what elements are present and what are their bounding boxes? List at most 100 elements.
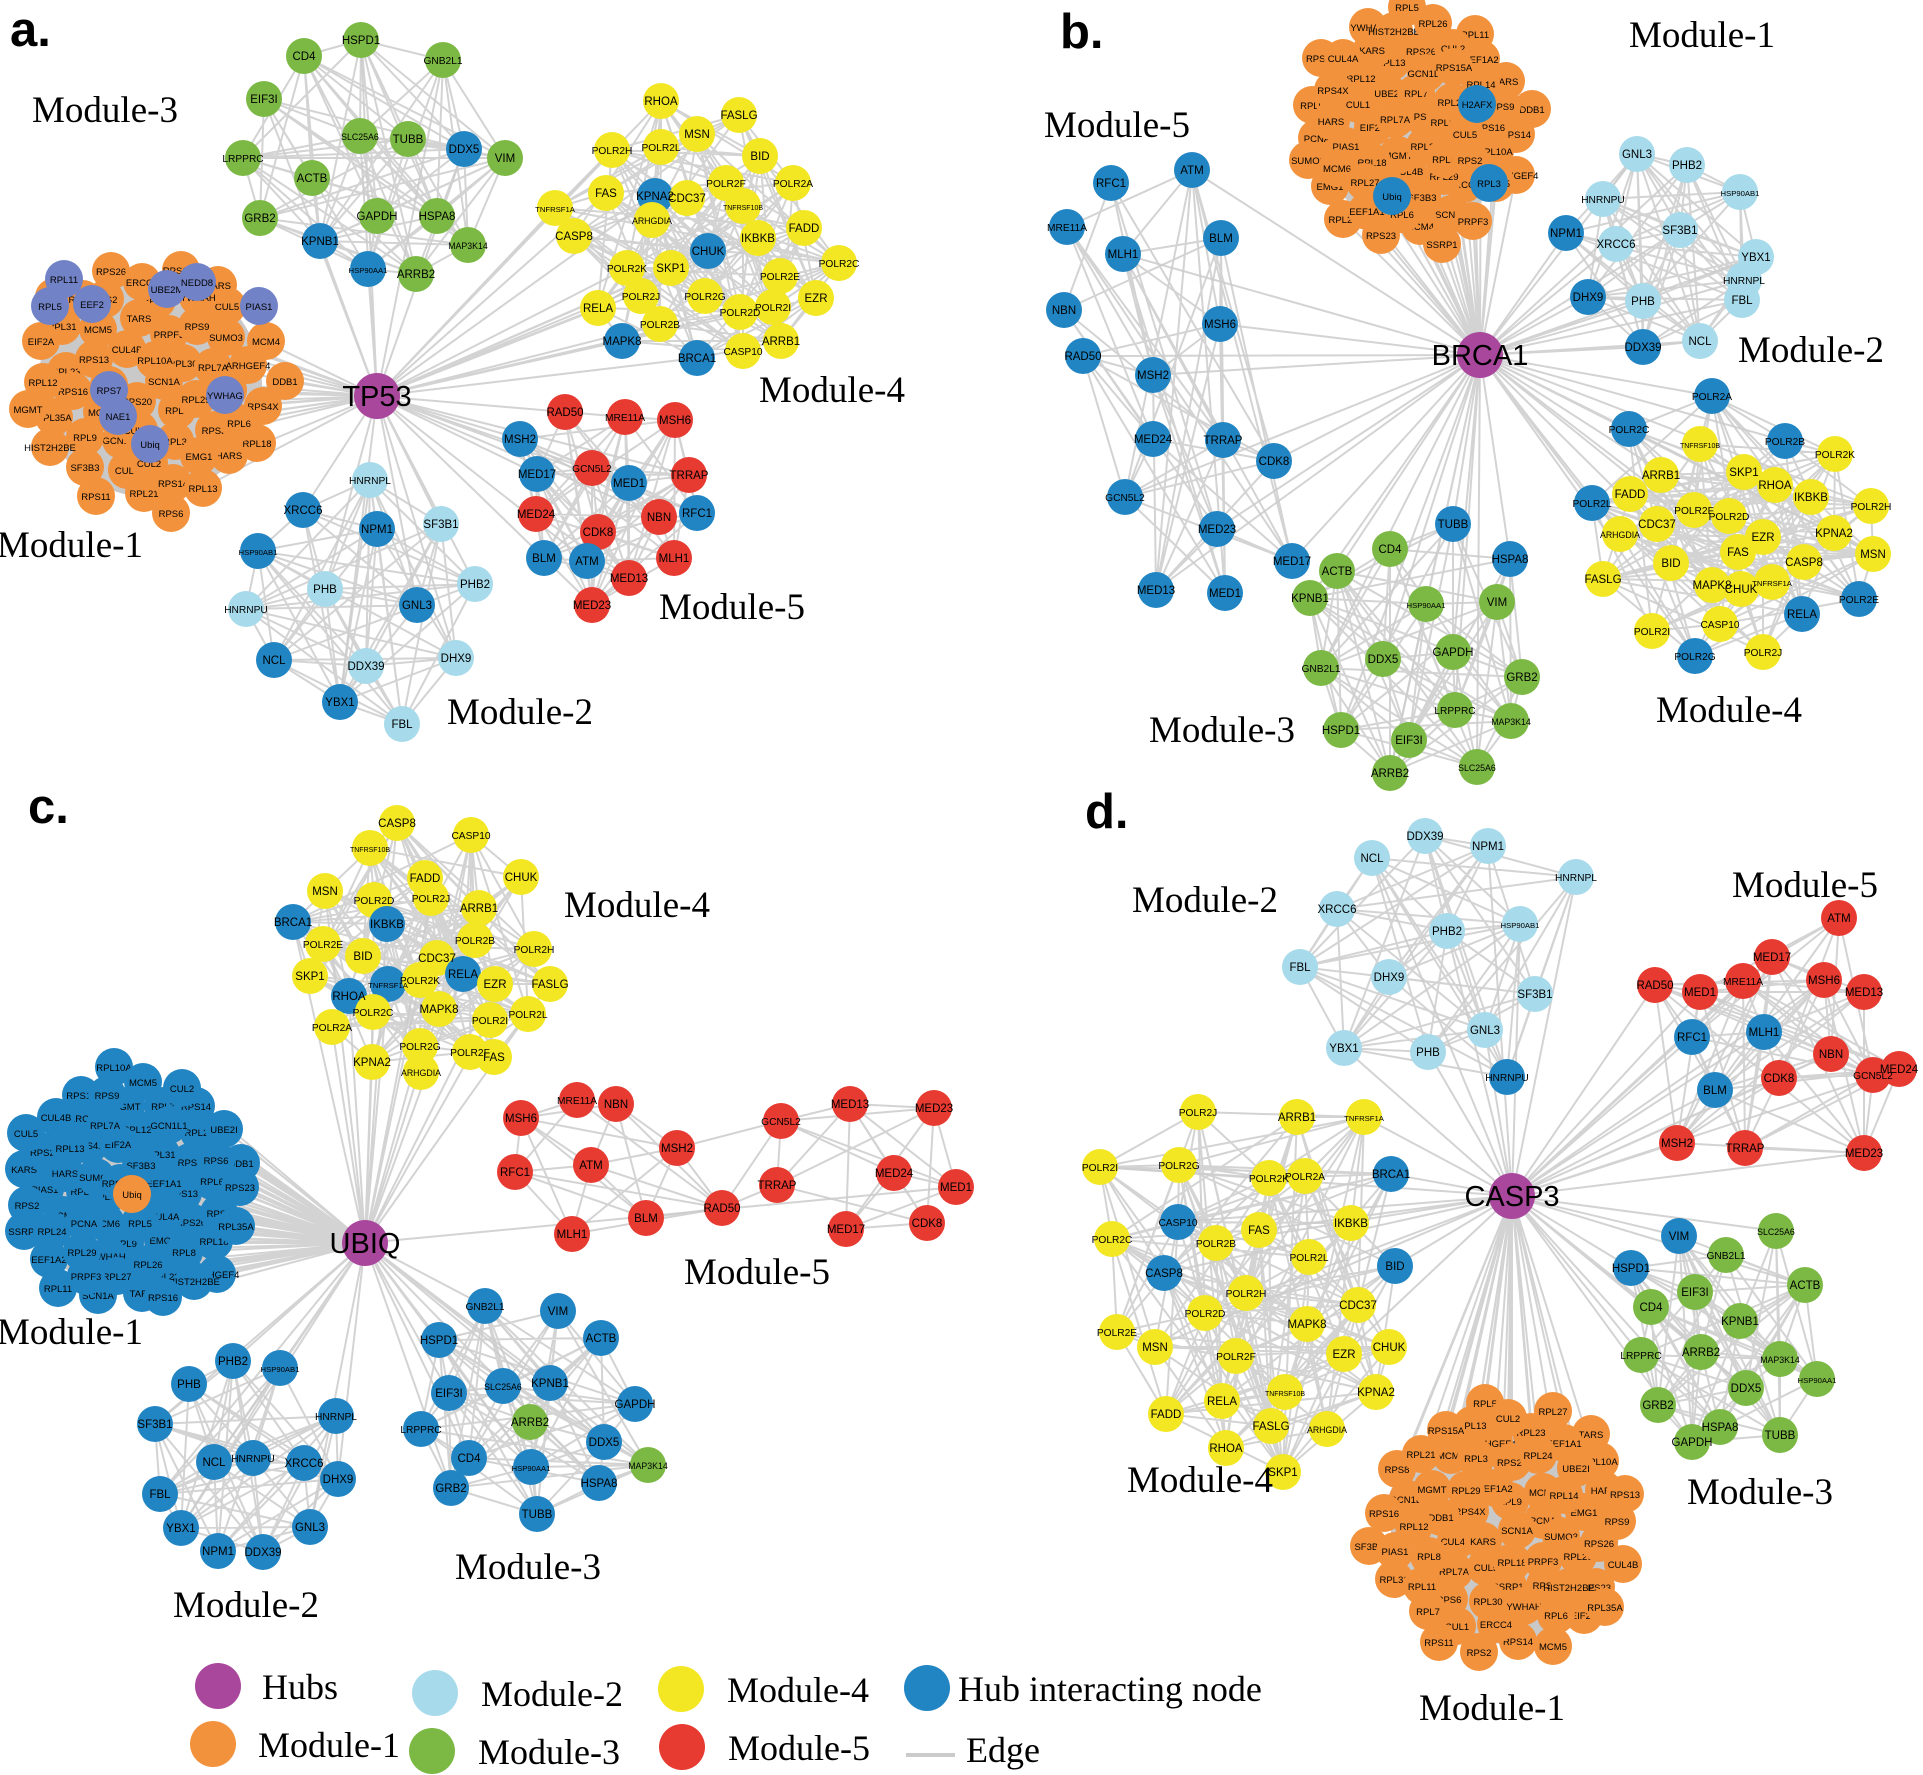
svg-text:RPS4X: RPS4X: [73, 1141, 105, 1152]
svg-text:EEF1A2: EEF1A2: [1477, 1484, 1512, 1495]
svg-text:DDX5: DDX5: [589, 1437, 620, 1449]
svg-text:RPL8: RPL8: [1417, 1552, 1441, 1563]
svg-text:MRE11A: MRE11A: [605, 413, 645, 424]
svg-text:Module-4: Module-4: [727, 1670, 869, 1710]
svg-text:HIST2H2BE: HIST2H2BE: [1543, 1583, 1595, 1594]
svg-text:RPL9: RPL9: [113, 1239, 137, 1250]
svg-text:CDC37: CDC37: [668, 193, 706, 205]
svg-text:SF3B1: SF3B1: [137, 1419, 172, 1431]
svg-text:RPS14: RPS14: [1501, 130, 1531, 141]
svg-text:MED24: MED24: [1880, 1064, 1919, 1076]
svg-text:KPNA2: KPNA2: [1357, 1387, 1395, 1399]
svg-text:PRPF3: PRPF3: [1528, 1557, 1559, 1568]
svg-text:DDX39: DDX39: [1624, 342, 1661, 354]
svg-text:RPS13: RPS13: [79, 355, 109, 366]
svg-text:RPL12: RPL12: [1346, 74, 1375, 85]
svg-text:EIF2A: EIF2A: [1571, 1611, 1598, 1622]
svg-text:RPS26: RPS26: [176, 1218, 206, 1229]
svg-text:MCM5: MCM5: [84, 325, 112, 336]
svg-text:XRCC6: XRCC6: [284, 505, 323, 517]
svg-text:ARRB1: ARRB1: [762, 336, 800, 348]
svg-text:RPS16: RPS16: [1369, 1509, 1399, 1520]
svg-text:NCL: NCL: [1688, 336, 1712, 348]
svg-text:POLR2I: POLR2I: [472, 1016, 508, 1027]
svg-text:RFC1: RFC1: [682, 508, 712, 520]
svg-text:POLR2C: POLR2C: [819, 259, 860, 270]
svg-text:NPM1: NPM1: [1472, 841, 1504, 853]
svg-text:CHUK: CHUK: [1725, 584, 1758, 596]
svg-text:BLM: BLM: [1703, 1085, 1727, 1097]
svg-text:POLR2E: POLR2E: [760, 272, 800, 283]
svg-text:MED17: MED17: [827, 1224, 865, 1236]
svg-text:MED24: MED24: [517, 509, 556, 521]
svg-text:KARS: KARS: [1359, 46, 1385, 57]
svg-text:SUMO3: SUMO3: [79, 1173, 113, 1184]
svg-text:HNRNPU: HNRNPU: [1581, 195, 1625, 206]
svg-text:BID: BID: [1661, 558, 1680, 570]
svg-text:MSH2: MSH2: [1137, 370, 1169, 382]
svg-text:PIAS1: PIAS1: [246, 302, 273, 313]
svg-text:RPL12: RPL12: [1399, 1522, 1428, 1533]
svg-text:CUL2: CUL2: [137, 459, 161, 470]
svg-text:PHB: PHB: [177, 1379, 201, 1391]
svg-text:Module-1: Module-1: [1629, 15, 1775, 56]
svg-text:TUBB: TUBB: [1765, 1430, 1796, 1442]
svg-text:CUL1: CUL1: [1346, 100, 1370, 111]
svg-text:CUL5: CUL5: [1474, 1563, 1498, 1574]
svg-text:MSN: MSN: [684, 129, 710, 141]
svg-text:RPL5: RPL5: [1395, 3, 1419, 14]
svg-text:RPS9: RPS9: [1605, 1517, 1630, 1528]
svg-text:RPL31: RPL31: [1379, 1575, 1408, 1586]
svg-text:ERCC4: ERCC4: [69, 1114, 101, 1125]
svg-text:HARS: HARS: [52, 1169, 78, 1180]
svg-text:MED24: MED24: [1134, 434, 1173, 446]
svg-text:NCL: NCL: [262, 655, 286, 667]
svg-text:HARS: HARS: [1318, 117, 1344, 128]
svg-text:MAPK8: MAPK8: [603, 336, 642, 348]
svg-text:RELA: RELA: [1207, 1396, 1237, 1408]
svg-text:MSN: MSN: [1142, 1342, 1168, 1354]
svg-text:TRRAP: TRRAP: [1726, 1143, 1765, 1155]
svg-text:RPS20: RPS20: [30, 1148, 60, 1159]
svg-text:GNL3: GNL3: [402, 600, 432, 612]
svg-text:ARHGDIA: ARHGDIA: [401, 1068, 441, 1078]
svg-text:HSP90AB1: HSP90AB1: [239, 548, 278, 557]
svg-text:MED23: MED23: [1198, 524, 1236, 536]
svg-text:POLR2D: POLR2D: [1185, 1309, 1226, 1320]
svg-text:KARS: KARS: [1470, 1537, 1496, 1548]
svg-text:RPL21: RPL21: [1430, 118, 1459, 129]
svg-text:DDX39: DDX39: [244, 1547, 281, 1559]
svg-text:Module-5: Module-5: [659, 587, 805, 628]
svg-text:EEF1A1: EEF1A1: [1349, 207, 1384, 218]
svg-text:RPL7A: RPL7A: [1439, 1567, 1470, 1578]
svg-text:MCM6: MCM6: [92, 1219, 120, 1230]
svg-text:MCM5: MCM5: [1539, 1642, 1567, 1653]
svg-text:POLR2K: POLR2K: [1815, 450, 1855, 461]
svg-text:RFC1: RFC1: [1677, 1032, 1707, 1044]
svg-text:PRPF3: PRPF3: [154, 330, 185, 341]
svg-text:GAPDH: GAPDH: [357, 211, 398, 223]
svg-text:ARRB2: ARRB2: [397, 269, 435, 281]
svg-text:CASP10: CASP10: [1158, 1218, 1197, 1229]
svg-text:SUMO3: SUMO3: [1291, 156, 1325, 167]
svg-text:MCM4: MCM4: [252, 337, 280, 348]
svg-text:POLR2L: POLR2L: [1572, 499, 1611, 510]
svg-text:KARS: KARS: [11, 1165, 37, 1176]
svg-text:UBE2I: UBE2I: [1562, 1464, 1589, 1475]
svg-text:KPNB1: KPNB1: [531, 1378, 569, 1390]
svg-text:EZR: EZR: [1333, 1349, 1356, 1361]
svg-text:RPS11: RPS11: [1424, 1638, 1453, 1649]
svg-text:Module-1: Module-1: [0, 525, 143, 566]
svg-text:POLR2E: POLR2E: [1839, 595, 1879, 606]
svg-text:CDK8: CDK8: [583, 527, 614, 539]
svg-text:RPS26: RPS26: [1406, 47, 1436, 58]
svg-text:RPS13: RPS13: [168, 1189, 198, 1200]
svg-text:NBN: NBN: [647, 512, 671, 524]
svg-text:BLM: BLM: [634, 1213, 658, 1225]
svg-text:GRB2: GRB2: [244, 213, 275, 225]
svg-text:RPS9: RPS9: [95, 1091, 120, 1102]
svg-text:SCN1A: SCN1A: [1435, 210, 1467, 221]
svg-text:MRE11A: MRE11A: [1047, 223, 1087, 234]
svg-text:MAPK8: MAPK8: [1693, 580, 1732, 592]
svg-text:POLR2D: POLR2D: [354, 896, 395, 907]
